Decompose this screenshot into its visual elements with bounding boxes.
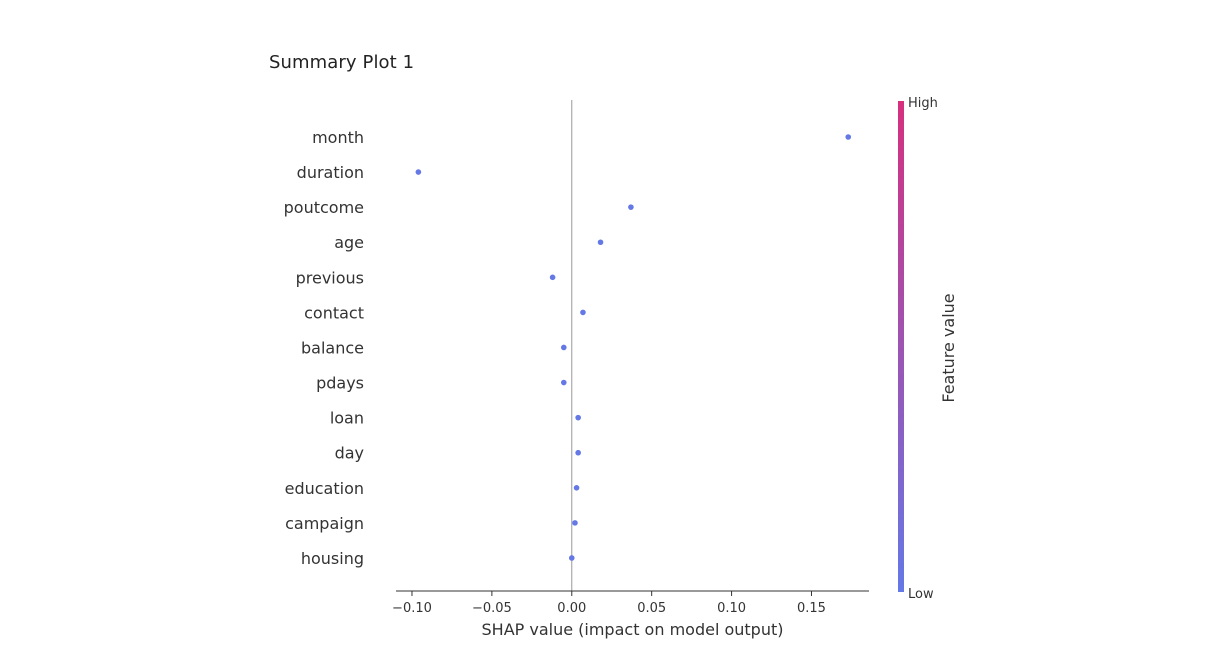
colorbar: [898, 101, 904, 592]
feature-label-age: age: [334, 233, 364, 252]
colorbar-title: Feature value: [939, 293, 958, 402]
feature-label-campaign: campaign: [285, 514, 364, 533]
feature-label-day: day: [335, 444, 364, 463]
feature-label-previous: previous: [296, 268, 364, 287]
point-loan: [575, 415, 581, 421]
feature-label-contact: contact: [304, 303, 364, 322]
point-contact: [580, 310, 586, 316]
point-previous: [550, 275, 556, 281]
point-poutcome: [628, 204, 634, 210]
point-duration: [416, 169, 422, 175]
x-tick-label: −0.10: [392, 601, 432, 616]
point-balance: [561, 345, 567, 351]
feature-label-education: education: [285, 479, 364, 498]
feature-label-duration: duration: [297, 163, 364, 182]
data-points: [416, 134, 851, 561]
x-tick-label: 0.00: [557, 601, 586, 616]
point-education: [574, 485, 580, 491]
x-tick-label: 0.05: [637, 601, 666, 616]
feature-label-housing: housing: [301, 549, 364, 568]
x-tick-label: 0.15: [797, 601, 826, 616]
point-housing: [569, 555, 575, 561]
feature-labels: month duration poutcome age previous contact b…: [284, 128, 364, 568]
feature-label-pdays: pdays: [316, 374, 364, 393]
x-axis-title: SHAP value (impact on model output): [482, 620, 784, 639]
point-age: [598, 239, 604, 245]
colorbar-high-label: High: [908, 96, 938, 111]
x-axis-ticks: −0.10 −0.05 0.00 0.05 0.10 0.15: [392, 591, 826, 616]
feature-label-balance: balance: [301, 338, 364, 357]
feature-label-poutcome: poutcome: [284, 198, 364, 217]
colorbar-low-label: Low: [908, 587, 934, 602]
x-tick-label: −0.05: [472, 601, 512, 616]
point-day: [575, 450, 581, 456]
feature-label-month: month: [312, 128, 364, 147]
x-tick-label: 0.10: [717, 601, 746, 616]
point-pdays: [561, 380, 567, 386]
feature-label-loan: loan: [330, 409, 364, 428]
point-campaign: [572, 520, 578, 526]
point-month: [845, 134, 851, 140]
